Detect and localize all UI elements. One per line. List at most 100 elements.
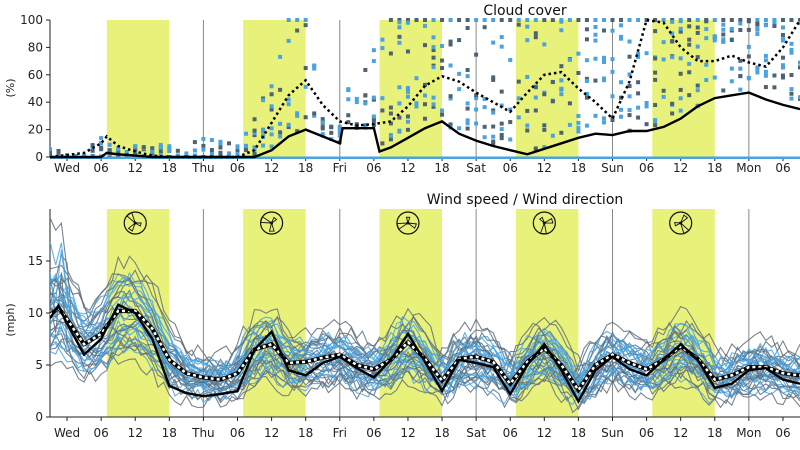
ensemble-member-point [576,18,581,22]
ensemble-member-point [627,54,632,59]
ensemble-member-point [584,27,589,32]
ensemble-member-point [295,129,300,134]
wind-rose-sector [405,216,411,225]
ensemble-member-point [405,119,410,124]
ensemble-member-point [465,126,470,131]
ensemble-member-point [695,25,700,30]
ensemble-member-point [567,122,572,127]
ensemble-member-point [405,49,410,54]
ensemble-member-point [601,56,606,61]
ensemble-member-point [636,55,641,60]
ensemble-member-point [116,153,121,158]
ensemble-member-point [252,147,257,152]
ensemble-member-point [670,19,675,24]
ensemble-member-point [50,150,52,155]
ensemble-member-point [423,102,427,107]
ensemble-member-point [593,113,598,118]
ensemble-member-point [763,69,768,74]
cloud-y-tick-label: 40 [28,95,43,109]
wind-rose-icon [396,211,420,235]
ensemble-member-point [278,87,283,92]
ensemble-member-point [371,119,376,124]
ensemble-member-point [584,95,589,100]
ensemble-member-point [209,138,214,143]
ensemble-member-point [516,79,521,84]
ensemble-member-point [448,39,453,44]
wind-x-tick-label: 18 [434,426,449,440]
ensemble-member-point [380,37,385,42]
ensemble-member-point [721,22,726,27]
ensemble-member-point [482,18,487,22]
ensemble-member-point [576,51,581,56]
ensemble-member-point [601,59,606,64]
cloud-x-tick-label: 12 [673,161,688,175]
wind-x-tick-label: 06 [93,426,108,440]
ensemble-member-point [465,74,470,79]
ensemble-member-point [508,107,513,112]
ensemble-member-point [397,40,402,45]
ensemble-member-point [465,118,470,123]
ensemble-member-point [474,96,479,101]
ensemble-member-point [772,85,777,90]
ensemble-member-point [576,125,581,130]
ensemble-member-point [286,102,291,107]
ensemble-member-point [789,18,794,22]
ensemble-member-point [678,96,683,101]
cloud-x-tick-label: 06 [366,161,381,175]
cloud-y-axis-label: (%) [4,78,17,97]
cloud-x-tick-label: Sat [466,161,486,175]
ensemble-member-point [780,37,785,42]
ensemble-member-point [295,111,300,116]
ensemble-member-point [371,116,376,121]
ensemble-member-point [252,145,257,150]
ensemble-member-point [457,71,462,76]
cloud-daylight-band-0 [106,20,170,157]
ensemble-member-point [516,22,521,27]
wind-rose-ring [396,211,420,235]
ensemble-member-point [499,121,504,126]
ensemble-member-point [209,147,214,152]
ensemble-member-point [491,139,496,144]
ensemble-member-point [499,127,504,132]
ensemble-member-point [755,65,760,70]
ensemble-member-point [431,45,436,50]
ensemble-member-point [491,141,496,146]
wind-rose-sector [396,222,410,230]
wind-rose-icon [259,211,284,235]
cloud-x-tick-label: 18 [434,161,449,175]
cloud-x-tick-label: 18 [571,161,586,175]
ensemble-member-line [50,325,800,402]
ensemble-member-point [661,18,666,22]
ensemble-member-point [414,76,419,81]
ensemble-member-point [712,75,717,80]
ensemble-member-point [687,24,692,29]
ensemble-member-point [627,113,632,118]
ensemble-member-point [235,151,240,156]
ensemble-member-point [278,130,283,135]
ensemble-member-point [167,147,172,152]
cloud-cover-chart: 0 20 40 60 80 100 (%) Wed 06 12 18 Thu 06 12 18 Fri 06 12… [4,3,800,175]
ensemble-member-line [50,271,800,381]
ensemble-member-point [533,108,538,113]
ensemble-member-point [721,88,726,93]
wind-rose-sector [268,221,275,232]
wind-rose-sector [126,211,137,225]
ensemble-member-point [763,85,768,90]
ensemble-member-point [584,58,589,63]
wind-rose-center [542,221,546,225]
ensemble-member-point [269,84,274,89]
ensemble-member-point [380,141,385,146]
cloud-y-tick-label: 60 [28,68,43,82]
ensemble-member-point [388,133,393,138]
ensemble-member-point [601,76,606,81]
wind-x-tick-label: Wed [54,426,80,440]
ensemble-member-point [295,18,300,22]
ensemble-member-point [252,117,257,122]
wind-rose-icon [669,211,693,235]
ensemble-member-point [687,18,692,22]
ensemble-member-point [670,31,675,36]
ensemble-member-point [184,151,189,156]
ensemble-member-point [423,116,427,121]
ensemble-member-point [320,132,325,137]
